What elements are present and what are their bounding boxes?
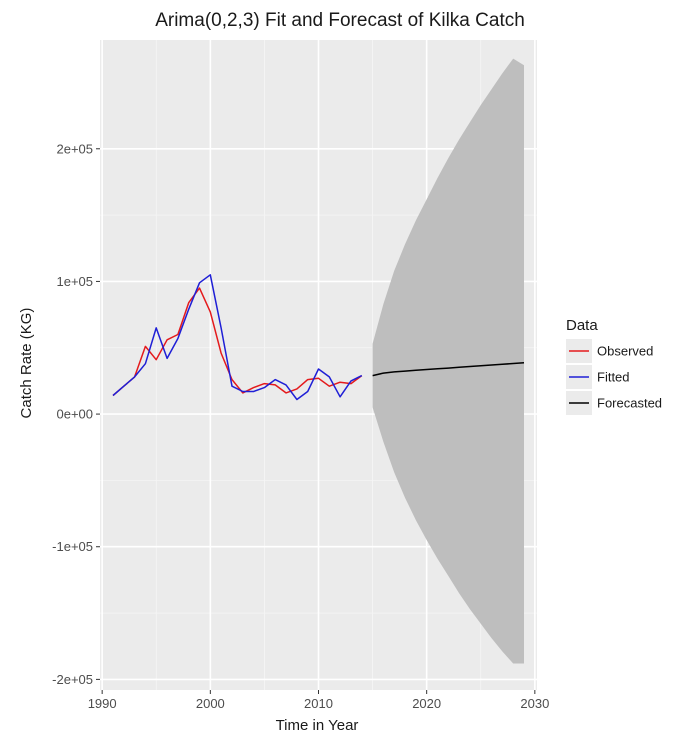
y-tick-label: -1e+05	[52, 539, 93, 554]
x-tick-label: 2020	[412, 696, 441, 711]
legend-label: Observed	[597, 344, 653, 359]
chart-title: Arima(0,2,3) Fit and Forecast of Kilka C…	[155, 10, 525, 31]
legend-label: Fitted	[597, 370, 630, 385]
x-tick-label: 2030	[520, 696, 549, 711]
x-tick-label: 1990	[88, 696, 117, 711]
legend: Data Observed Fitted Forecasted	[566, 317, 662, 415]
forecast-interval-band	[372, 58, 524, 664]
plot-panel: 1990 2000 2010 2020 2030 -2e+05 -1e+05 0e+00 1e+…	[52, 40, 549, 711]
legend-title: Data	[566, 317, 598, 334]
y-tick-label: 1e+05	[56, 274, 93, 289]
x-tick-label: 2000	[196, 696, 225, 711]
series-line-fitted	[112, 274, 363, 401]
legend-label: Forecasted	[597, 396, 662, 411]
y-axis-title: Catch Rate (KG)	[18, 308, 35, 419]
y-tick-label: 2e+05	[56, 141, 93, 156]
y-tick-label: 0e+00	[56, 407, 93, 422]
series-line-observed	[112, 287, 363, 397]
y-tick-label: -2e+05	[52, 672, 93, 687]
x-tick-label: 2010	[304, 696, 333, 711]
x-axis-title: Time in Year	[276, 717, 359, 734]
series-line-forecasted	[372, 361, 525, 377]
